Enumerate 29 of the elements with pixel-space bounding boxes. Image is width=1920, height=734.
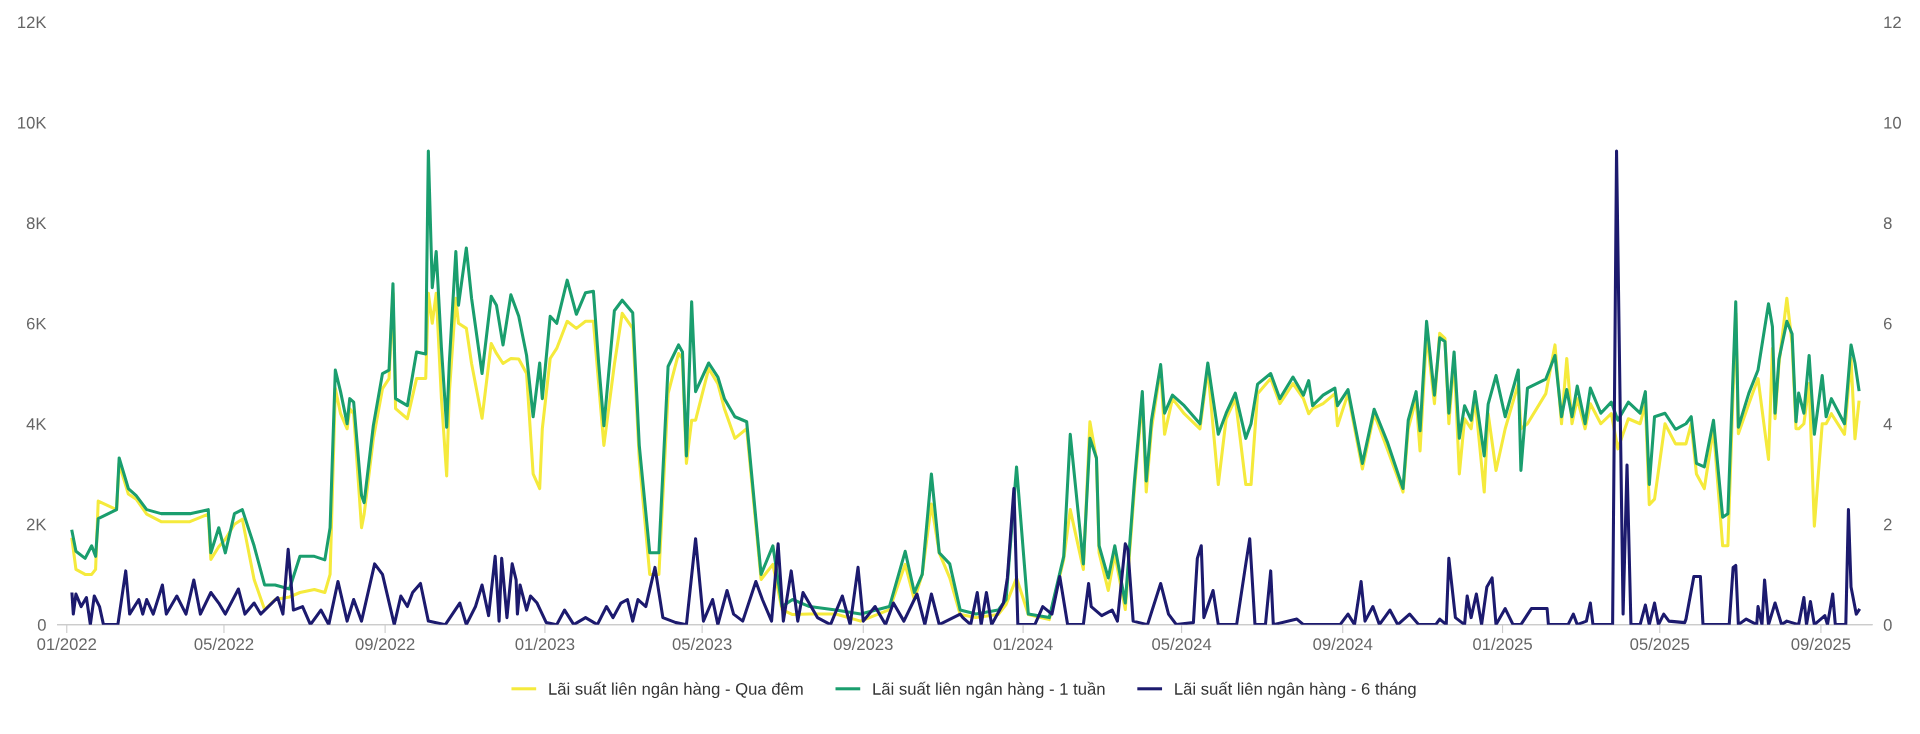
y2-tick-label: 8 [1883, 217, 1892, 230]
x-tick-label: 05/2024 [1152, 637, 1212, 651]
x-tick-label: 09/2025 [1791, 637, 1851, 651]
y-tick-label: 2K [26, 518, 47, 531]
y-tick-label: 10K [18, 116, 47, 129]
y2-tick-label: 6 [1883, 317, 1892, 330]
x-tick-label: 09/2023 [833, 637, 893, 651]
legend-label: Lãi suất liên ngân hàng - 6 tháng [1175, 681, 1416, 699]
y2-tick-label: 12 [1884, 16, 1901, 29]
y-tick-label: 4K [26, 418, 47, 430]
x-tick-label: 05/2023 [672, 637, 732, 651]
x-tick-label: 01/2025 [1473, 637, 1532, 651]
x-tick-label: 01/2022 [37, 637, 97, 651]
y2-tick-label: 2 [1883, 518, 1892, 531]
x-tick-label: 09/2022 [355, 637, 415, 651]
x-tick-label: 05/2022 [194, 637, 254, 651]
x-tick-label: 05/2025 [1630, 637, 1690, 651]
x-tick-label: 01/2024 [993, 637, 1053, 651]
y2-tick-label: 0 [1883, 619, 1892, 631]
y-tick-label: 8K [26, 217, 47, 230]
legend-label: Lãi suất liên ngân hàng - Qua đêm [549, 681, 803, 699]
y-tick-label: 0 [37, 619, 46, 631]
y-tick-label: 12K [18, 16, 47, 29]
y2-tick-label: 4 [1883, 418, 1892, 430]
x-tick-label: 01/2023 [515, 637, 575, 651]
legend-label: Lãi suất liên ngân hàng - 1 tuần [873, 681, 1105, 699]
y2-tick-label: 10 [1884, 116, 1901, 129]
x-tick-label: 09/2024 [1313, 637, 1373, 651]
y-tick-label: 6K [26, 317, 47, 330]
